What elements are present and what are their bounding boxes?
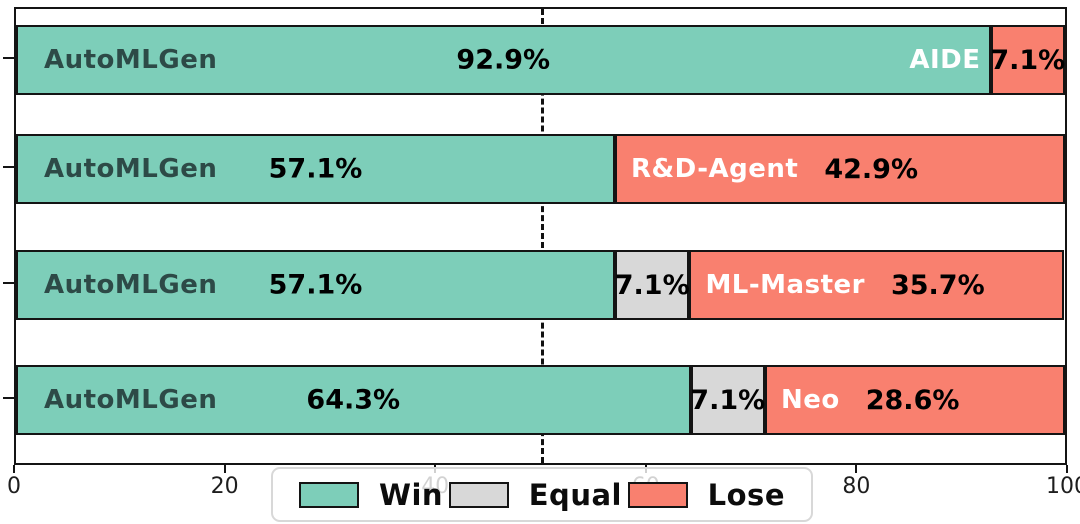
lose-pct-label: 7.1% bbox=[990, 44, 1066, 76]
win-swatch bbox=[299, 481, 359, 508]
bar-row-r&d-agent: AutoMLGen 57.1% R&D-Agent 42.9% bbox=[16, 134, 1065, 204]
opponent-label: Neo bbox=[780, 385, 840, 415]
lose-segment-content: ML-Master 35.7% bbox=[691, 270, 1061, 301]
equal-swatch bbox=[448, 481, 509, 508]
bar-row-aide: AutoMLGen 92.9% AIDE 7.1% bbox=[16, 25, 1065, 95]
bar-label: AutoMLGen bbox=[44, 385, 218, 415]
x-tick-label: 100 bbox=[1046, 474, 1080, 499]
plot-area: AutoMLGen 92.9% AIDE 7.1% AutoMLGen 57.1% R&D-… bbox=[14, 7, 1067, 465]
lose-segment: R&D-Agent 42.9% bbox=[614, 134, 1065, 204]
y-tick-mark bbox=[3, 57, 14, 59]
lose-pct-label: 28.6% bbox=[865, 384, 960, 416]
win-segment: AutoMLGen 57.1% bbox=[16, 250, 615, 320]
legend-item-lose: Lose bbox=[627, 477, 785, 512]
legend: Win Equal Lose bbox=[271, 467, 813, 522]
bar-label: AutoMLGen bbox=[44, 45, 218, 75]
x-tick-label: 20 bbox=[210, 474, 239, 499]
win-pct-label: 57.1% bbox=[268, 269, 363, 301]
x-tick-label: 80 bbox=[842, 474, 871, 499]
win-pct-label: 64.3% bbox=[306, 384, 401, 416]
win-segment: AutoMLGen 92.9% AIDE bbox=[16, 25, 991, 95]
lose-swatch bbox=[627, 481, 688, 508]
opponent-label: R&D-Agent bbox=[630, 154, 799, 184]
lose-pct-label: 42.9% bbox=[824, 153, 918, 185]
bar-label: AutoMLGen bbox=[44, 270, 218, 300]
legend-label-lose: Lose bbox=[707, 477, 785, 512]
x-tick-label: 0 bbox=[7, 474, 21, 499]
equal-pct-label: 7.1% bbox=[690, 384, 766, 416]
legend-item-win: Win bbox=[299, 478, 443, 512]
lose-segment-content: Neo 28.6% bbox=[767, 385, 1063, 416]
x-tick-mark bbox=[1066, 465, 1068, 473]
equal-segment: 7.1% bbox=[614, 250, 690, 320]
opponent-label: AIDE bbox=[909, 45, 981, 75]
x-tick-mark bbox=[223, 465, 226, 473]
bar-row-ml-master: AutoMLGen 57.1% 7.1% ML-Master 35.7% bbox=[16, 250, 1065, 320]
lose-segment-content: 7.1% bbox=[990, 44, 1066, 76]
legend-item-equal: Equal bbox=[448, 477, 622, 512]
bar-label: AutoMLGen bbox=[44, 154, 218, 184]
opponent-label: ML-Master bbox=[705, 270, 865, 300]
lose-segment: 7.1% bbox=[990, 25, 1066, 95]
y-tick-mark bbox=[3, 166, 14, 168]
win-segment: AutoMLGen 57.1% bbox=[16, 134, 615, 204]
x-tick-mark bbox=[855, 465, 858, 473]
lose-pct-label: 35.7% bbox=[890, 269, 985, 301]
x-tick-mark bbox=[13, 465, 15, 473]
lose-segment: Neo 28.6% bbox=[764, 365, 1065, 435]
win-pct-label: 57.1% bbox=[268, 153, 363, 185]
equal-segment: 7.1% bbox=[690, 365, 766, 435]
legend-label-win: Win bbox=[379, 477, 444, 512]
reference-line-50 bbox=[540, 9, 544, 463]
lose-segment-content: R&D-Agent 42.9% bbox=[617, 154, 1063, 185]
equal-pct-label: 7.1% bbox=[614, 269, 690, 301]
y-tick-mark bbox=[3, 282, 14, 284]
legend-label-equal: Equal bbox=[528, 477, 622, 512]
y-tick-mark bbox=[3, 397, 14, 399]
bar-row-neo: AutoMLGen 64.3% 7.1% Neo 28.6% bbox=[16, 365, 1065, 435]
win-segment: AutoMLGen 64.3% bbox=[16, 365, 691, 435]
win-pct-label: 92.9% bbox=[456, 44, 551, 76]
lose-segment: ML-Master 35.7% bbox=[689, 250, 1064, 320]
